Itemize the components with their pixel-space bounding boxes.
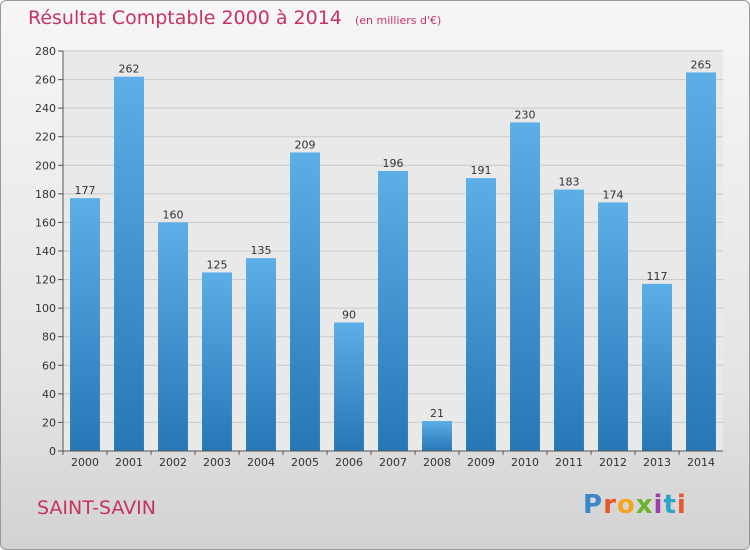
y-tick-label: 260 xyxy=(35,74,56,87)
x-tick-label: 2007 xyxy=(379,456,407,469)
bar xyxy=(466,178,496,451)
x-tick-label: 2003 xyxy=(203,456,231,469)
logo-letter: i xyxy=(676,490,687,520)
bar xyxy=(70,198,100,451)
data-label: 262 xyxy=(119,63,140,76)
x-tick-label: 2002 xyxy=(159,456,187,469)
y-tick-label: 120 xyxy=(35,274,56,287)
bar xyxy=(158,222,188,451)
bar xyxy=(598,202,628,451)
data-label: 230 xyxy=(515,108,536,121)
data-label: 265 xyxy=(691,58,712,71)
bar xyxy=(114,76,144,451)
bar xyxy=(202,272,232,451)
x-tick-label: 2004 xyxy=(247,456,275,469)
logo-letter: r xyxy=(603,490,617,520)
bar xyxy=(642,283,672,451)
logo-letter: i xyxy=(653,490,664,520)
x-tick-label: 2013 xyxy=(643,456,671,469)
logo-letter: t xyxy=(663,490,677,520)
data-label: 117 xyxy=(647,270,668,283)
x-tick-label: 2000 xyxy=(71,456,99,469)
data-label: 90 xyxy=(342,308,356,321)
y-tick-label: 60 xyxy=(42,359,56,372)
logo-letter: P xyxy=(583,490,604,520)
y-axis: 0 20 40 60 80 100 120 140 160 180 200 220 240 260 280 xyxy=(35,45,64,458)
y-tick-label: 240 xyxy=(35,102,56,115)
bar xyxy=(554,189,584,452)
y-tick-label: 140 xyxy=(35,245,56,258)
data-label: 183 xyxy=(559,176,580,189)
x-tick-label: 2010 xyxy=(511,456,539,469)
x-tick-label: 2011 xyxy=(555,456,583,469)
data-label: 177 xyxy=(75,184,96,197)
place-name: SAINT-SAVIN xyxy=(37,497,156,519)
x-tick-label: 2008 xyxy=(423,456,451,469)
bar xyxy=(290,152,320,451)
data-label: 191 xyxy=(471,164,492,177)
bar xyxy=(246,258,276,451)
y-tick-label: 160 xyxy=(35,216,56,229)
y-tick-label: 220 xyxy=(35,131,56,144)
y-tick-label: 20 xyxy=(42,416,56,429)
chart-title: Résultat Comptable 2000 à 2014 (en milli… xyxy=(28,7,441,29)
logo-letter: o xyxy=(616,490,636,520)
bar xyxy=(510,122,540,451)
y-tick-label: 0 xyxy=(49,445,56,458)
x-axis: 2000 2001 2002 2003 2004 2005 2006 2007 2008 2009… xyxy=(62,450,723,469)
data-label: 209 xyxy=(295,138,316,151)
y-tick-label: 180 xyxy=(35,188,56,201)
chart-title-unit: (en milliers d'€) xyxy=(354,14,442,27)
x-tick-label: 2006 xyxy=(335,456,363,469)
chart-title-main: Résultat Comptable 2000 à 2014 xyxy=(28,7,342,29)
y-tick-label: 40 xyxy=(42,388,56,401)
data-label: 125 xyxy=(207,258,228,271)
bar xyxy=(686,72,716,451)
x-tick-label: 2005 xyxy=(291,456,319,469)
y-tick-label: 80 xyxy=(42,331,56,344)
logo-letter: x xyxy=(635,490,654,520)
y-tick-label: 200 xyxy=(35,159,56,172)
x-tick-label: 2009 xyxy=(467,456,495,469)
data-label: 174 xyxy=(603,188,624,201)
proxiti-logo[interactable]: Proxiti xyxy=(583,490,687,520)
bar xyxy=(378,171,408,451)
y-tick-label: 100 xyxy=(35,302,56,315)
y-tick-label: 280 xyxy=(35,45,56,58)
x-tick-label: 2001 xyxy=(115,456,143,469)
x-tick-label: 2012 xyxy=(599,456,627,469)
bars: 177 262 160 125 135 209 90 196 21 191 230 183 174 117… xyxy=(70,58,716,452)
data-label: 135 xyxy=(251,244,272,257)
bar xyxy=(422,421,452,451)
data-label: 160 xyxy=(163,208,184,221)
data-label: 21 xyxy=(430,407,444,420)
data-label: 196 xyxy=(383,157,404,170)
x-tick-label: 2014 xyxy=(687,456,715,469)
bar xyxy=(334,322,364,451)
